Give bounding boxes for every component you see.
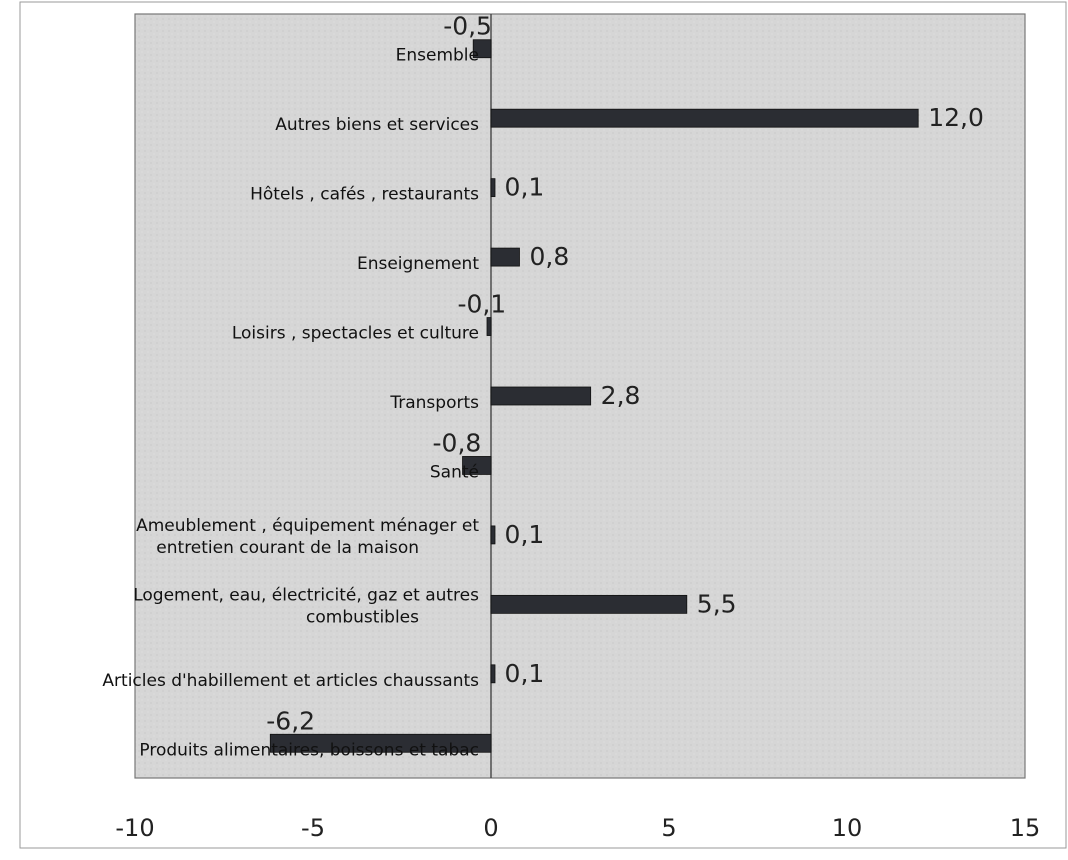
- bar: [490, 386, 592, 406]
- bar: [486, 317, 492, 336]
- bar: [490, 525, 496, 545]
- x-tick-label: 15: [1010, 814, 1041, 842]
- category-label: Enseignement: [357, 254, 479, 274]
- value-label: -0,5: [443, 12, 492, 41]
- x-tick-label: 5: [661, 814, 676, 842]
- plot-area: [134, 13, 1026, 779]
- value-label: 0,8: [529, 242, 569, 271]
- bars: [269, 39, 919, 753]
- category-label: entretien courant de la maison: [156, 538, 419, 558]
- value-label: 0,1: [505, 173, 545, 202]
- x-tick-label: -10: [115, 814, 154, 842]
- category-label: Santé: [430, 462, 479, 482]
- x-tick-label: 10: [832, 814, 863, 842]
- bar: [490, 664, 496, 684]
- category-label: Logement, eau, électricité, gaz et autre…: [133, 585, 479, 605]
- category-label: Articles d'habillement et articles chaus…: [102, 671, 479, 691]
- category-label: combustibles: [306, 607, 419, 627]
- value-label: 5,5: [697, 589, 737, 618]
- category-label: Loisirs , spectacles et culture: [232, 324, 479, 344]
- value-label: 0,1: [505, 520, 545, 549]
- bar: [490, 247, 520, 267]
- value-label: -0,1: [457, 290, 506, 319]
- value-label: 2,8: [601, 381, 641, 410]
- category-label: Transports: [389, 393, 479, 413]
- bar: [490, 108, 919, 128]
- outer-frame: [19, 1, 1067, 849]
- bar: [472, 39, 492, 59]
- category-label: Ensemble: [396, 46, 479, 66]
- bar: [462, 456, 492, 475]
- bar: [490, 178, 496, 198]
- category-label: Produits alimentaires, boissons et tabac: [139, 740, 479, 760]
- x-tick-label: 0: [483, 814, 498, 842]
- value-label: -0,8: [433, 428, 482, 457]
- bar: [269, 733, 492, 753]
- value-label: 0,1: [505, 659, 545, 688]
- category-label: Autres biens et services: [275, 115, 479, 135]
- bar: [490, 594, 688, 614]
- x-tick-label: -5: [301, 814, 325, 842]
- value-label: 12,0: [928, 103, 984, 132]
- category-label: Ameublement , équipement ménager et: [136, 516, 479, 536]
- labels: -0,5 Ensemble 12,0 Autres biens et services…: [102, 12, 983, 761]
- value-label: -6,2: [266, 706, 315, 735]
- category-label: Hôtels , cafés , restaurants: [250, 185, 479, 205]
